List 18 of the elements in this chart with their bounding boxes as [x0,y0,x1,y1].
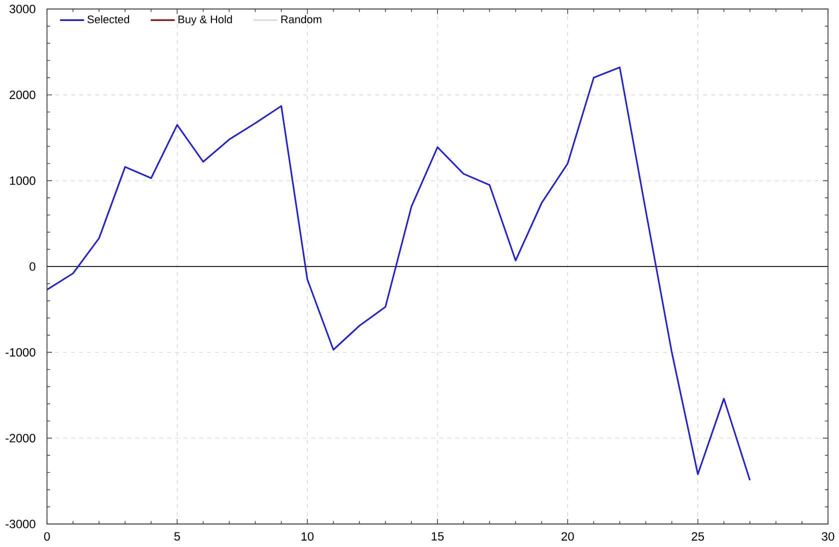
y-tick-label: -1000 [6,348,36,357]
y-tick-label: 1000 [10,176,36,185]
legend-label: Random [281,15,322,24]
x-tick-label: 20 [562,532,574,541]
legend-label: Selected [88,15,130,24]
y-tick-label: 2000 [10,90,36,100]
x-tick-label: 0 [44,532,50,541]
x-tick-label: 5 [174,532,180,541]
y-tick-label: -3000 [6,520,36,528]
y-tick-label: -2000 [6,434,36,442]
x-tick-label: 10 [302,532,314,541]
x-tick-label: 25 [692,532,704,541]
x-tick-label: 15 [432,532,444,541]
line-series [47,66,751,482]
x-tick-label: 30 [822,532,834,541]
y-tick-label: 3000 [10,4,36,14]
legend-label: Buy & Hold [178,15,232,26]
y-tick-label: 0 [30,262,36,271]
